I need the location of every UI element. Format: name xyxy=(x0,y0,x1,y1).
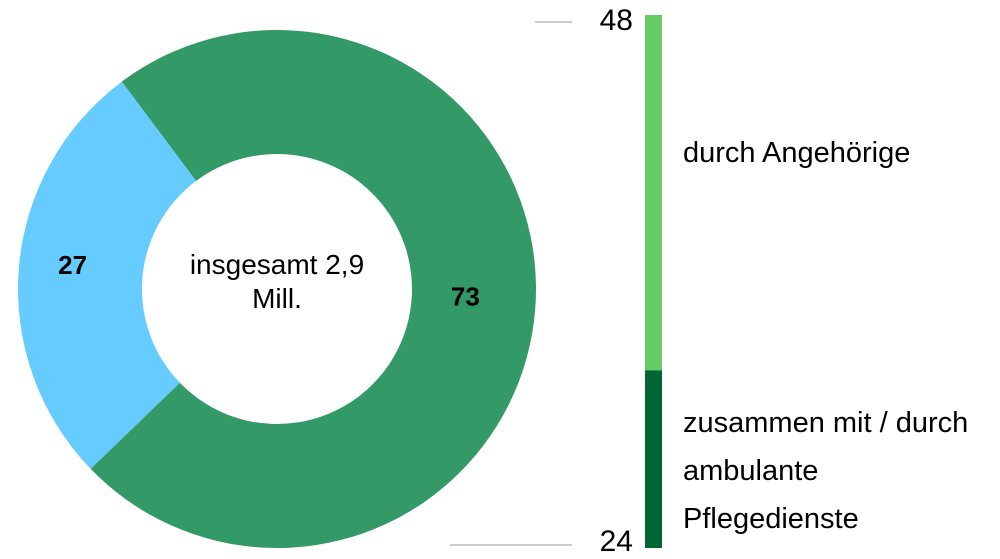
donut-center-label: insgesamt 2,9 Mill. xyxy=(189,249,365,314)
bar-segment xyxy=(645,15,662,371)
data-label: 73 xyxy=(451,282,480,312)
legend-label: durch Angehörige xyxy=(683,136,911,169)
data-label: 24 xyxy=(600,525,633,558)
data-label: 27 xyxy=(58,250,87,280)
donut-slice xyxy=(90,29,537,548)
bar-segment xyxy=(645,370,662,548)
legend-label: zusammen mit / durch ambulante Pflegedie… xyxy=(683,407,969,536)
data-label: 48 xyxy=(600,4,633,37)
donut-slice xyxy=(17,81,197,469)
